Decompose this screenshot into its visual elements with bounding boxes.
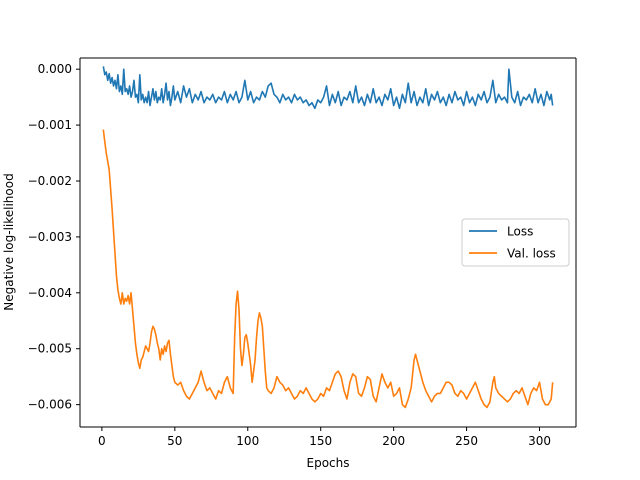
y-tick-label: −0.004: [28, 286, 72, 300]
x-tick-label: 300: [528, 434, 551, 448]
y-tick-label: −0.006: [28, 398, 72, 412]
y-tick-label: −0.003: [28, 230, 72, 244]
y-tick-label: −0.005: [28, 342, 72, 356]
x-tick-label: 0: [98, 434, 106, 448]
series-line-loss: [102, 66, 554, 110]
x-tick-label: 150: [309, 434, 332, 448]
y-tick-label: 0.000: [38, 62, 72, 76]
legend-label-val-loss: Val. loss: [507, 247, 556, 261]
x-tick-label: 250: [455, 434, 478, 448]
legend: Loss Val. loss: [461, 218, 570, 267]
y-tick-label: −0.001: [28, 118, 72, 132]
y-tick-label: −0.002: [28, 174, 72, 188]
legend-label-loss: Loss: [507, 225, 533, 239]
series-line-val-loss: [102, 129, 554, 409]
y-axis-ticks: 0.000 −0.001 −0.002 −0.003 −0.004 −0.005 −0.00…: [28, 62, 80, 412]
x-tick-label: 200: [382, 434, 405, 448]
x-tick-label: 50: [167, 434, 182, 448]
x-axis-ticks: 0 50 100 150 200 250 300: [98, 427, 551, 448]
plot-frame: [79, 57, 577, 428]
y-axis-label: Negative log-likelihood: [2, 173, 16, 310]
series-layer: [102, 66, 554, 409]
x-axis-label: Epochs: [307, 456, 350, 470]
x-tick-label: 100: [236, 434, 259, 448]
